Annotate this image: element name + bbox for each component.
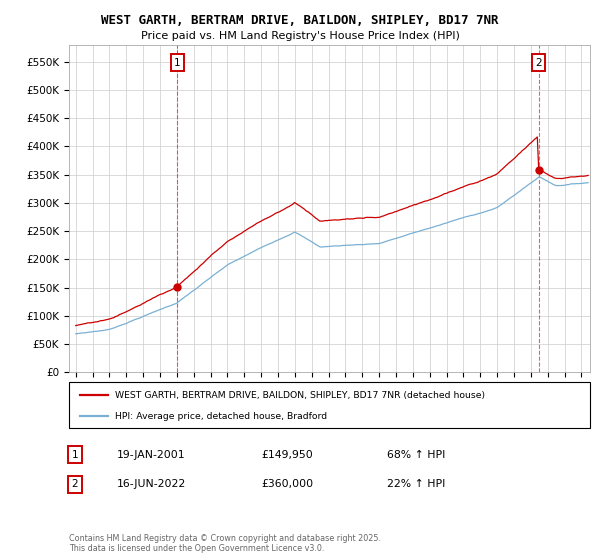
Text: Price paid vs. HM Land Registry's House Price Index (HPI): Price paid vs. HM Land Registry's House …	[140, 31, 460, 41]
Text: WEST GARTH, BERTRAM DRIVE, BAILDON, SHIPLEY, BD17 7NR (detached house): WEST GARTH, BERTRAM DRIVE, BAILDON, SHIP…	[115, 391, 485, 400]
Text: 22% ↑ HPI: 22% ↑ HPI	[387, 479, 445, 489]
Text: WEST GARTH, BERTRAM DRIVE, BAILDON, SHIPLEY, BD17 7NR: WEST GARTH, BERTRAM DRIVE, BAILDON, SHIP…	[101, 14, 499, 27]
Text: 16-JUN-2022: 16-JUN-2022	[117, 479, 186, 489]
Text: £149,950: £149,950	[261, 450, 313, 460]
Text: £360,000: £360,000	[261, 479, 313, 489]
Text: 1: 1	[174, 58, 181, 68]
Text: 2: 2	[71, 479, 79, 489]
Text: 19-JAN-2001: 19-JAN-2001	[117, 450, 185, 460]
Text: 1: 1	[71, 450, 79, 460]
Text: HPI: Average price, detached house, Bradford: HPI: Average price, detached house, Brad…	[115, 412, 328, 421]
Text: Contains HM Land Registry data © Crown copyright and database right 2025.
This d: Contains HM Land Registry data © Crown c…	[69, 534, 381, 553]
Text: 2: 2	[535, 58, 542, 68]
Text: 68% ↑ HPI: 68% ↑ HPI	[387, 450, 445, 460]
